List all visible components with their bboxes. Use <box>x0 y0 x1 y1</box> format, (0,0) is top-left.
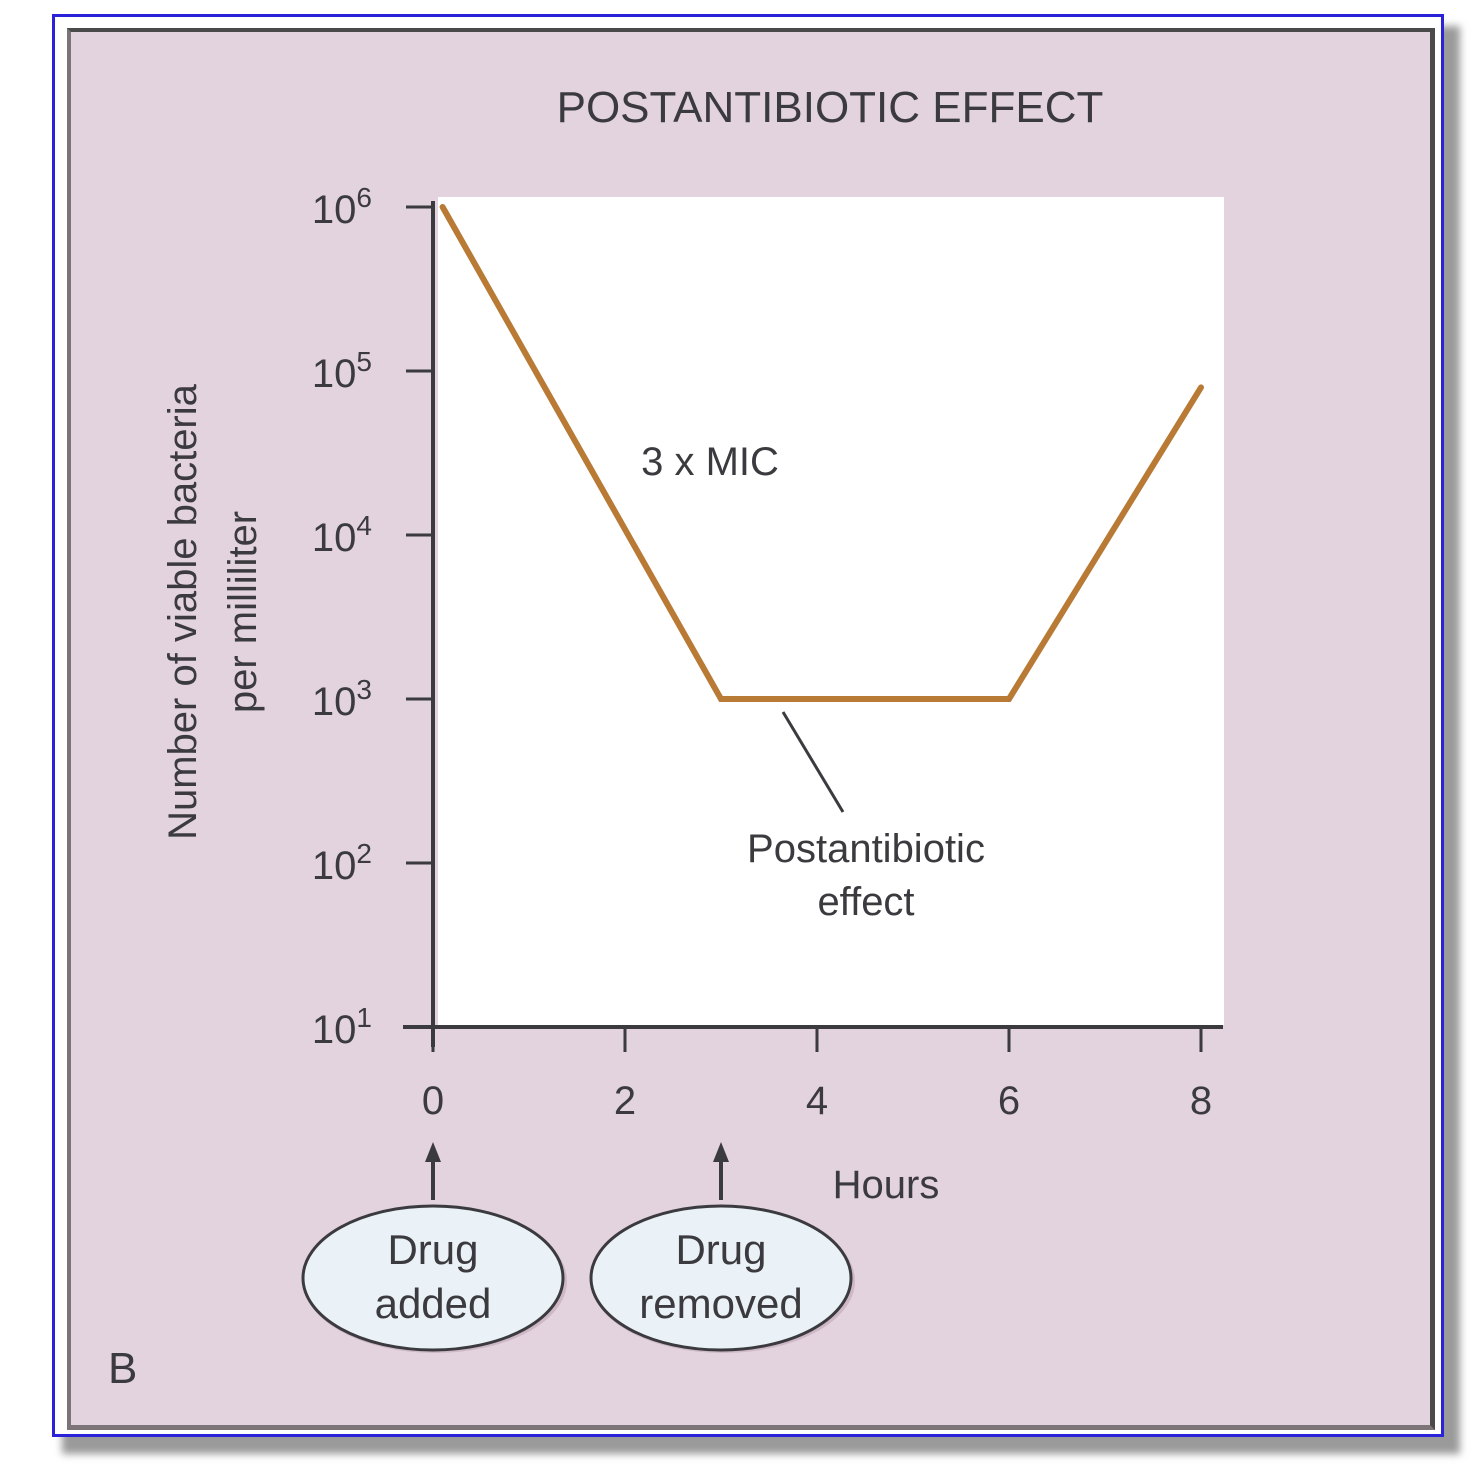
y-axis-label-line1: Number of viable bacteria <box>161 383 205 840</box>
callout-leader-line <box>781 711 845 813</box>
x-tick-label: 8 <box>1190 1079 1212 1123</box>
arrowhead-icon <box>425 1142 441 1162</box>
y-tick-label: 106 <box>312 182 372 232</box>
axes <box>403 201 1223 1047</box>
y-tick-label: 105 <box>312 346 372 396</box>
event-callout: Drug added <box>301 1142 567 1353</box>
curve-label: 3 x MIC <box>641 440 779 484</box>
series-line-3x-mic <box>439 204 1204 702</box>
callout-label-line2: effect <box>817 880 914 924</box>
callout-label-line1: Postantibiotic <box>747 827 985 871</box>
series-group <box>439 204 1204 702</box>
y-tick-label: 102 <box>312 838 372 888</box>
y-tick-label: 101 <box>312 1002 372 1052</box>
y-tick-label: 104 <box>312 510 372 560</box>
y-tick-label-base: 10 <box>312 680 357 724</box>
x-axis-label: Hours <box>833 1163 940 1207</box>
y-tick-label-exponent: 5 <box>356 346 372 377</box>
x-tick-label: 6 <box>998 1079 1020 1123</box>
event-ellipse <box>589 1204 853 1352</box>
event-callouts: Drug added Drug removed <box>301 1142 855 1353</box>
panel-label: B <box>108 1344 137 1393</box>
y-tick-label-exponent: 1 <box>356 1002 372 1033</box>
chart-title: POSTANTIBIOTIC EFFECT <box>557 83 1104 132</box>
y-tick-label-base: 10 <box>312 188 357 232</box>
x-ticks: 0 2 4 6 8 <box>422 1027 1212 1123</box>
y-tick-label-base: 10 <box>312 352 357 396</box>
y-tick-label-exponent: 4 <box>356 510 372 541</box>
y-tick-label-base: 10 <box>312 844 357 888</box>
y-tick-label-exponent: 3 <box>356 674 372 705</box>
x-tick-label: 4 <box>806 1079 828 1123</box>
event-ellipse <box>301 1204 565 1352</box>
y-tick-label: 103 <box>312 674 372 724</box>
event-label-line2: removed <box>639 1280 802 1327</box>
event-label-line1: Drug <box>387 1226 478 1273</box>
x-tick-label: 0 <box>422 1079 444 1123</box>
y-tick-label-exponent: 6 <box>356 182 372 213</box>
event-callout: Drug removed <box>589 1142 855 1353</box>
plot-area <box>438 197 1224 1025</box>
event-label-line1: Drug <box>675 1226 766 1273</box>
y-axis-label: Number of viable bacteria per milliliter <box>161 383 265 840</box>
arrowhead-icon <box>713 1142 729 1162</box>
y-tick-label-exponent: 2 <box>356 838 372 869</box>
y-tick-label-base: 10 <box>312 1008 357 1052</box>
x-tick-label: 2 <box>614 1079 636 1123</box>
event-label-line2: added <box>375 1280 492 1327</box>
y-axis-label-line2: per milliliter <box>221 511 265 713</box>
y-tick-label-base: 10 <box>312 516 357 560</box>
